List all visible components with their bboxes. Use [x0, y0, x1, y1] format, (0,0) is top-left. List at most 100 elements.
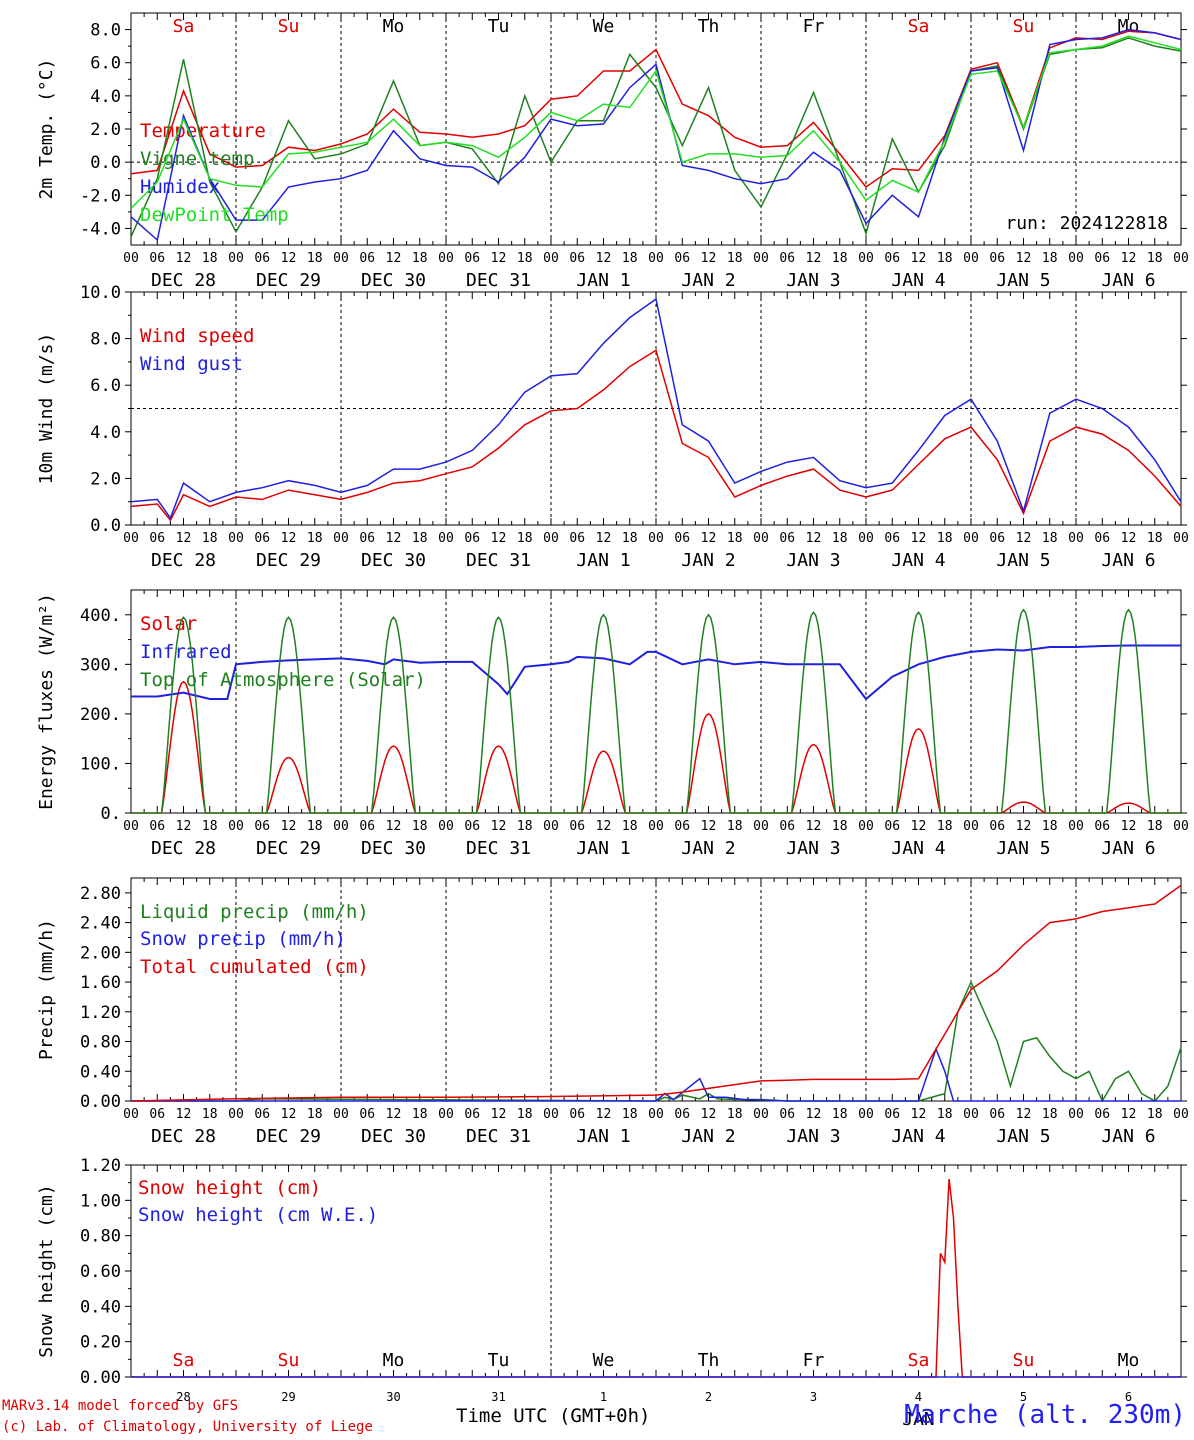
x-day-number: 29: [281, 1390, 295, 1404]
x-hour-label: 00: [123, 251, 139, 266]
x-date-label: JAN 6: [1101, 838, 1155, 859]
x-hour-label: 12: [176, 531, 192, 546]
y-axis-title: 2m Temp. (°C): [36, 59, 57, 200]
x-hour-label: 00: [858, 1107, 874, 1122]
x-hour-label: 06: [464, 251, 480, 266]
x-day-number: 3: [810, 1390, 817, 1404]
x-hour-label: 00: [333, 251, 349, 266]
x-hour-label: 06: [359, 819, 375, 834]
x-date-label: DEC 28: [151, 838, 216, 859]
y-tick-label: 0.20: [80, 1333, 121, 1353]
x-hour-label: 06: [464, 531, 480, 546]
y-tick-label: 2.40: [80, 914, 121, 934]
x-date-label: JAN 1: [576, 550, 630, 571]
y-tick-label: 0.0: [90, 516, 121, 536]
x-hour-label: 12: [1016, 251, 1032, 266]
legend-entry: Wind speed: [140, 325, 254, 347]
x-hour-label: 12: [1016, 1107, 1032, 1122]
x-hour-label: 12: [596, 251, 612, 266]
x-hour-label: 12: [491, 1107, 507, 1122]
x-date-label: DEC 29: [256, 1126, 321, 1147]
x-date-label: DEC 31: [466, 550, 531, 571]
x-hour-label: 18: [202, 1107, 218, 1122]
series-line-lightgreen: [130, 35, 1182, 210]
x-hour-label: 06: [359, 531, 375, 546]
x-hour-label: 12: [806, 1107, 822, 1122]
x-hour-label: 06: [149, 819, 165, 834]
x-hour-label: 06: [779, 1107, 795, 1122]
day-of-week-label: We: [593, 16, 615, 37]
x-date-label: DEC 30: [361, 1126, 426, 1147]
day-of-week-label: Su: [278, 1350, 300, 1371]
x-date-label: DEC 30: [361, 550, 426, 571]
x-hour-label: 00: [858, 531, 874, 546]
x-hour-label: 00: [543, 251, 559, 266]
x-hour-label: 06: [779, 531, 795, 546]
credit-lab: (c) Lab. of Climatology, University of L…: [2, 1419, 373, 1435]
y-tick-label: -2.0: [80, 186, 121, 206]
y-tick-label: 1.20: [80, 1003, 121, 1023]
x-date-label: DEC 28: [151, 1126, 216, 1147]
x-hour-label: 12: [491, 819, 507, 834]
day-of-week-label: Su: [1013, 1350, 1035, 1371]
x-date-label: JAN 1: [576, 270, 630, 291]
x-hour-label: 18: [1147, 1107, 1163, 1122]
x-hour-label: 00: [438, 1107, 454, 1122]
x-day-number: 1: [600, 1390, 607, 1404]
x-hour-label: 12: [386, 531, 402, 546]
x-day-number: 6: [1125, 1390, 1132, 1404]
x-hour-label: 00: [123, 819, 139, 834]
y-axis-title: 10m Wind (m/s): [36, 333, 57, 485]
x-date-label: JAN 1: [576, 1126, 630, 1147]
x-date-label: DEC 29: [256, 550, 321, 571]
x-hour-label: 12: [491, 531, 507, 546]
x-hour-label: 00: [228, 1107, 244, 1122]
x-hour-label: 00: [543, 819, 559, 834]
x-date-label: JAN 4: [891, 550, 945, 571]
x-axis-title: Time UTC (GMT+0h): [456, 1405, 651, 1427]
x-hour-label: 00: [753, 819, 769, 834]
credit-model: MARv3.14 model forced by GFS: [2, 1398, 239, 1414]
day-of-week-label: Fr: [803, 16, 825, 37]
x-hour-label: 00: [543, 531, 559, 546]
x-hour-label: 18: [622, 251, 638, 266]
x-hour-label: 18: [937, 819, 953, 834]
day-of-week-label: We: [593, 1350, 615, 1371]
x-date-label: JAN 2: [681, 838, 735, 859]
day-of-week-label: Th: [698, 1350, 720, 1371]
x-hour-label: 12: [176, 251, 192, 266]
x-hour-label: 18: [517, 819, 533, 834]
x-hour-label: 00: [963, 251, 979, 266]
x-hour-label: 06: [989, 819, 1005, 834]
x-hour-label: 06: [1094, 819, 1110, 834]
y-tick-label: 0.00: [80, 1368, 121, 1388]
x-hour-label: 12: [281, 531, 297, 546]
series-line-blue: [131, 1046, 1181, 1102]
x-date-label: JAN 5: [996, 1126, 1050, 1147]
x-hour-label: 00: [963, 819, 979, 834]
y-tick-label: 10.0: [80, 283, 121, 303]
x-hour-label: 06: [569, 819, 585, 834]
y-tick-label: 1.00: [80, 1191, 121, 1211]
x-hour-label: 00: [1173, 251, 1189, 266]
x-hour-label: 00: [543, 1107, 559, 1122]
x-hour-label: 06: [674, 819, 690, 834]
x-hour-label: 06: [254, 819, 270, 834]
series-line-blue: [130, 28, 1182, 242]
x-hour-label: 18: [727, 819, 743, 834]
x-hour-label: 12: [701, 819, 717, 834]
y-tick-label: 200.: [80, 705, 121, 725]
y-tick-label: 1.20: [80, 1156, 121, 1176]
x-hour-label: 06: [989, 251, 1005, 266]
day-of-week-label: Tu: [488, 1350, 510, 1371]
series-line-blue: [130, 297, 1182, 520]
x-date-label: JAN 4: [891, 270, 945, 291]
legend-entry: Infrared: [140, 641, 232, 663]
x-hour-label: 06: [779, 251, 795, 266]
x-hour-label: 12: [281, 1107, 297, 1122]
x-hour-label: 18: [937, 531, 953, 546]
x-hour-label: 18: [517, 1107, 533, 1122]
x-hour-label: 18: [517, 531, 533, 546]
y-tick-label: 1.60: [80, 973, 121, 993]
x-hour-label: 18: [1042, 819, 1058, 834]
